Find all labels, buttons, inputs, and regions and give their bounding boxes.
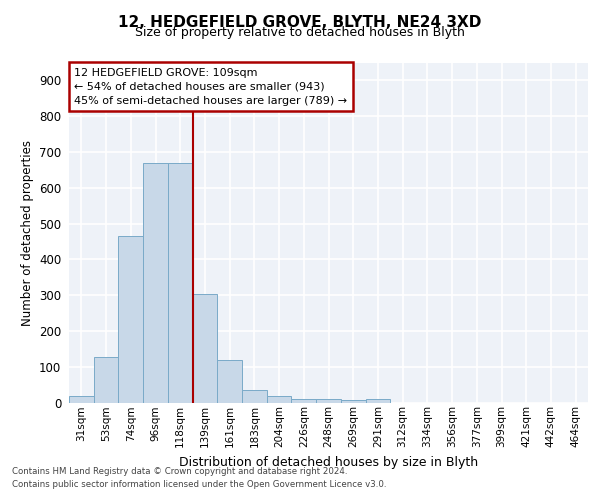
Bar xyxy=(365,399,390,402)
Bar xyxy=(94,357,118,403)
Y-axis label: Number of detached properties: Number of detached properties xyxy=(20,140,34,326)
Text: 12 HEDGEFIELD GROVE: 109sqm
← 54% of detached houses are smaller (943)
45% of se: 12 HEDGEFIELD GROVE: 109sqm ← 54% of det… xyxy=(74,68,347,106)
Bar xyxy=(242,390,267,402)
Bar xyxy=(292,399,316,402)
Bar xyxy=(69,396,94,402)
Bar xyxy=(267,396,292,402)
Bar xyxy=(217,360,242,403)
Text: Contains HM Land Registry data © Crown copyright and database right 2024.: Contains HM Land Registry data © Crown c… xyxy=(12,467,347,476)
Bar xyxy=(341,400,365,402)
Text: 12, HEDGEFIELD GROVE, BLYTH, NE24 3XD: 12, HEDGEFIELD GROVE, BLYTH, NE24 3XD xyxy=(118,15,482,30)
X-axis label: Distribution of detached houses by size in Blyth: Distribution of detached houses by size … xyxy=(179,456,478,468)
Bar xyxy=(118,236,143,402)
Text: Contains public sector information licensed under the Open Government Licence v3: Contains public sector information licen… xyxy=(12,480,386,489)
Bar xyxy=(193,294,217,403)
Bar xyxy=(143,162,168,402)
Bar xyxy=(316,399,341,402)
Bar xyxy=(168,162,193,402)
Text: Size of property relative to detached houses in Blyth: Size of property relative to detached ho… xyxy=(135,26,465,39)
